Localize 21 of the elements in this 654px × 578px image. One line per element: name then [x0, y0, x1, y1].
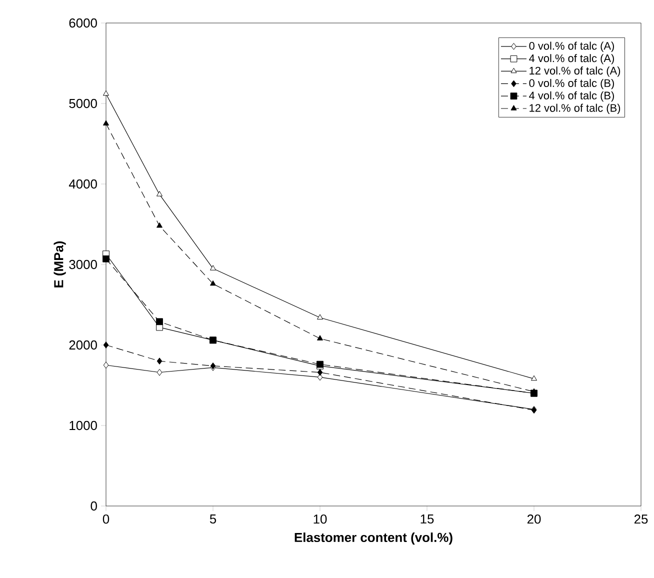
legend-label: 4 vol.% of talc (B) [529, 91, 614, 102]
y-tick-label: 6000 [69, 18, 97, 28]
legend-label: 12 vol.% of talc (A) [530, 66, 620, 77]
y-tick-label: 0 [90, 501, 97, 511]
x-tick-label: 5 [210, 514, 216, 524]
legend-label: 12 vol.% of talc (B) [530, 104, 620, 114]
x-tick-label: 0 [102, 514, 110, 524]
y-tick-label: 2000 [69, 340, 97, 350]
y-tick-label: 5000 [69, 98, 97, 108]
x-tick-label: 20 [527, 514, 541, 524]
y-tick-label: 3000 [69, 260, 97, 270]
legend-label: 4 vol.% of talc (A) [529, 54, 614, 64]
y-axis-title: E (MPa) [54, 241, 66, 288]
x-axis-title: Elastomer content (vol.%) [294, 532, 452, 545]
x-tick-label: 25 [634, 514, 648, 524]
x-tick-label: 10 [314, 514, 327, 524]
x-tick-label: 15 [420, 514, 434, 524]
y-tick-label: 1000 [70, 420, 97, 430]
legend-label: 0 vol.% of talc (A) [529, 42, 614, 52]
y-tick-label: 4000 [68, 179, 97, 189]
legend-label: 0 vol.% of talc (B) [529, 78, 614, 90]
